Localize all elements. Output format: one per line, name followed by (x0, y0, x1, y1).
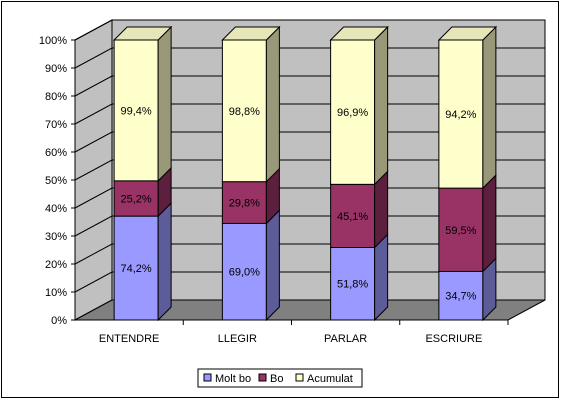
bar-acumulat (221, 39, 267, 183)
legend-swatch-bo (258, 373, 267, 382)
y-tick-label: 0% (51, 315, 67, 327)
x-tick-label: ENTENDRE (99, 333, 160, 345)
bar-top (329, 26, 389, 41)
bar-side-acumulat (482, 25, 497, 190)
bar-side-acumulat (157, 25, 172, 183)
data-label: 45,1% (337, 211, 368, 223)
x-tick-label: ESCRIURE (425, 333, 482, 345)
bar-bo (438, 187, 484, 272)
bar-acumulat (330, 39, 376, 185)
bar-acumulat (438, 39, 484, 189)
gridline (74, 75, 545, 97)
bar-top (437, 26, 498, 41)
bar-top (112, 26, 173, 41)
data-label: 29,8% (229, 198, 260, 210)
gridline (74, 103, 545, 125)
gridline (74, 131, 545, 153)
bar-side-acumulat (265, 25, 280, 183)
y-tick-label: 30% (45, 231, 67, 243)
legend (197, 368, 363, 388)
legend-swatch-acumulat (295, 373, 304, 382)
data-label: 59,5% (445, 225, 476, 237)
data-label: 99,4% (121, 105, 152, 117)
legend-label-acumulat: Acumulat (307, 373, 353, 385)
data-label: 98,8% (229, 106, 260, 118)
y-tick-label: 60% (45, 147, 67, 159)
bar-bo (113, 180, 159, 217)
data-label: 96,9% (337, 107, 368, 119)
y-tick-label: 70% (45, 119, 67, 131)
y-tick-label: 80% (45, 91, 67, 103)
y-tick-label: 10% (45, 287, 67, 299)
data-label: 25,2% (121, 193, 152, 205)
bar-bo (330, 183, 376, 248)
bar-side-bo (482, 173, 497, 273)
legend-label-molt-bo: Molt bo (215, 373, 251, 385)
y-tick-label: 50% (45, 175, 67, 187)
data-label: 69,0% (229, 267, 260, 279)
gridline (74, 159, 545, 181)
legend-swatch-molt-bo (203, 373, 212, 382)
data-label: 51,8% (337, 279, 368, 291)
bar-molt-bo (438, 270, 484, 321)
bar-top (221, 26, 281, 41)
data-label: 34,7% (445, 291, 476, 303)
legend-label-bo: Bo (270, 373, 283, 385)
data-label: 94,2% (445, 109, 476, 121)
gridline (74, 215, 545, 237)
y-tick-label: 100% (39, 35, 67, 47)
x-tick-label: LLEGIR (218, 333, 257, 345)
gridline (74, 47, 545, 69)
y-tick-label: 20% (45, 259, 67, 271)
bar-bo (221, 181, 267, 224)
gridline (74, 19, 545, 41)
gridline (74, 187, 545, 209)
gridline (74, 243, 545, 265)
y-tick-label: 90% (45, 63, 67, 75)
y-tick-label: 40% (45, 203, 67, 215)
bar-side-molt-bo (374, 233, 389, 322)
gridline (74, 271, 545, 293)
data-label: 74,2% (121, 263, 152, 275)
x-tick-label: PARLAR (324, 333, 367, 345)
bar-side-molt-bo (265, 209, 280, 322)
bar-side-molt-bo (157, 201, 172, 322)
bar-molt-bo (221, 222, 267, 321)
bar-molt-bo (330, 246, 376, 321)
bar-side-acumulat (374, 25, 389, 186)
